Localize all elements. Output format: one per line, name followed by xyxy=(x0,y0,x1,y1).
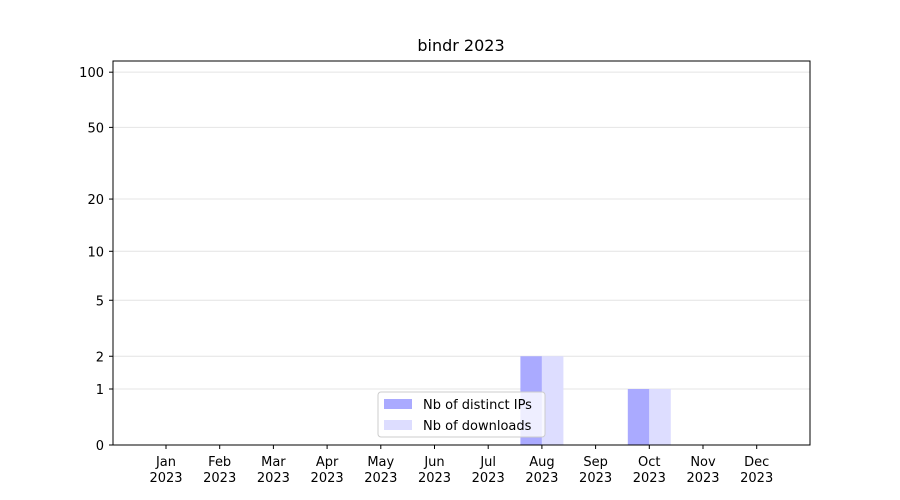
x-tick-label: Dec 2023 xyxy=(740,455,773,486)
y-tick-label: 20 xyxy=(87,193,104,208)
bar xyxy=(627,389,650,445)
legend-label: Nb of distinct IPs xyxy=(423,398,532,413)
x-tick-label: Sep 2023 xyxy=(579,455,612,486)
x-tick-label: Apr 2023 xyxy=(311,455,344,486)
y-tick-label: 5 xyxy=(96,294,104,309)
x-tick-label: Jun 2023 xyxy=(418,455,451,486)
x-tick-label: Jan 2023 xyxy=(149,455,182,486)
x-tick-label: Feb 2023 xyxy=(203,455,236,486)
legend-label: Nb of downloads xyxy=(423,419,532,434)
x-tick-label: Jul 2023 xyxy=(472,455,505,486)
y-tick-label: 2 xyxy=(96,350,104,365)
y-tick-label: 1 xyxy=(96,383,104,398)
y-tick-label: 100 xyxy=(79,66,104,81)
bar xyxy=(649,389,671,445)
y-tick-label: 10 xyxy=(87,245,104,260)
y-tick-label: 50 xyxy=(87,121,104,136)
legend-box xyxy=(377,391,546,438)
y-tick-label: 0 xyxy=(96,439,104,454)
legend-swatch xyxy=(384,399,412,409)
x-tick-label: May 2023 xyxy=(364,455,397,486)
x-tick-label: Nov 2023 xyxy=(686,455,719,486)
chart-title: bindr 2023 xyxy=(417,36,504,55)
x-tick-label: Mar 2023 xyxy=(257,455,290,486)
plot-frame xyxy=(112,60,811,446)
bar xyxy=(541,356,564,445)
x-tick-label: Aug 2023 xyxy=(525,455,558,486)
x-tick-label: Oct 2023 xyxy=(633,455,666,486)
legend-swatch xyxy=(384,420,412,430)
